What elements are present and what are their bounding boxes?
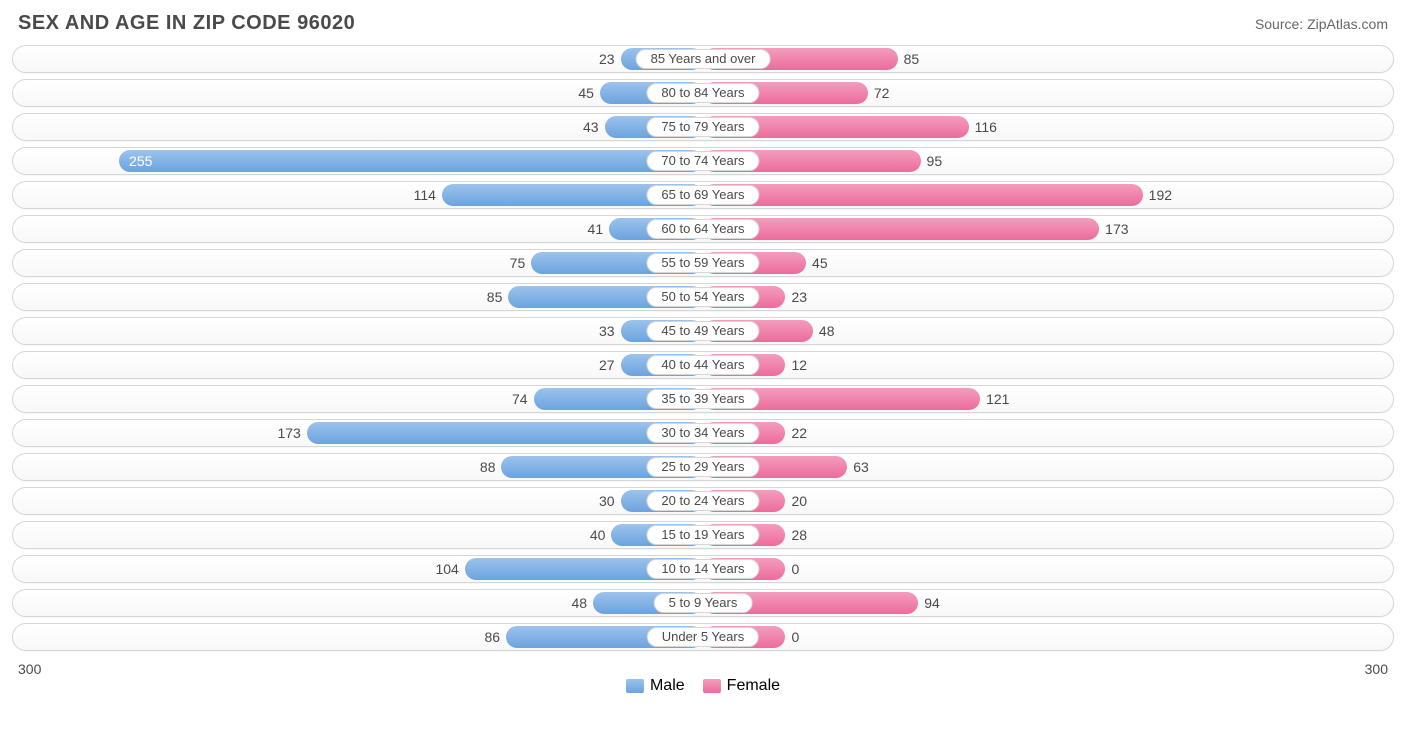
value-female: 85	[898, 48, 920, 70]
category-label: 10 to 14 Years	[646, 559, 759, 579]
category-label: 35 to 39 Years	[646, 389, 759, 409]
value-female: 95	[921, 150, 943, 172]
category-label: 20 to 24 Years	[646, 491, 759, 511]
chart-row: 86 0 Under 5 Years	[12, 623, 1394, 651]
chart-row: 74 121 35 to 39 Years	[12, 385, 1394, 413]
value-male: 75	[510, 252, 532, 274]
legend-male: Male	[626, 677, 685, 695]
value-female: 20	[785, 490, 807, 512]
value-female: 173	[1099, 218, 1128, 240]
chart-row: 173 22 30 to 34 Years	[12, 419, 1394, 447]
value-male: 85	[487, 286, 509, 308]
chart-row: 40 28 15 to 19 Years	[12, 521, 1394, 549]
bar-female	[703, 184, 1143, 206]
chart-row: 88 63 25 to 29 Years	[12, 453, 1394, 481]
chart-footer: 300 300 Male Female	[12, 657, 1394, 679]
legend-swatch-female	[703, 679, 721, 693]
chart-row: 104 0 10 to 14 Years	[12, 555, 1394, 583]
category-label: 65 to 69 Years	[646, 185, 759, 205]
value-male: 104	[435, 558, 464, 580]
population-pyramid-chart: 238585 Years and over457280 to 84 Years4…	[12, 45, 1394, 651]
chart-row: 45 72 80 to 84 Years	[12, 79, 1394, 107]
category-label: 60 to 64 Years	[646, 219, 759, 239]
category-label: Under 5 Years	[647, 627, 759, 647]
value-female: 28	[785, 524, 807, 546]
bar-female	[703, 218, 1099, 240]
value-male: 41	[588, 218, 610, 240]
value-female: 0	[785, 626, 799, 648]
value-male: 173	[277, 422, 306, 444]
value-male: 40	[590, 524, 612, 546]
category-label: 55 to 59 Years	[646, 253, 759, 273]
chart-row: 41 173 60 to 64 Years	[12, 215, 1394, 243]
category-label: 15 to 19 Years	[646, 525, 759, 545]
chart-row: 255 95 70 to 74 Years	[12, 147, 1394, 175]
category-label: 30 to 34 Years	[646, 423, 759, 443]
value-male: 43	[583, 116, 605, 138]
value-male: 88	[480, 456, 502, 478]
axis-max-right: 300	[1365, 661, 1388, 677]
category-label: 85 Years and over	[636, 49, 771, 69]
value-male: 23	[599, 48, 621, 70]
legend-swatch-male	[626, 679, 644, 693]
chart-header: SEX AND AGE IN ZIP CODE 96020 Source: Zi…	[12, 8, 1394, 45]
value-female: 121	[980, 388, 1009, 410]
value-male: 27	[599, 354, 621, 376]
bar-male	[119, 150, 703, 172]
value-female: 0	[785, 558, 799, 580]
value-female: 48	[813, 320, 835, 342]
value-male: 255	[119, 150, 162, 172]
legend-female: Female	[703, 677, 780, 695]
legend-label-male: Male	[650, 677, 685, 695]
category-label: 5 to 9 Years	[654, 593, 753, 613]
value-male: 30	[599, 490, 621, 512]
axis-max-left: 300	[18, 661, 41, 677]
value-female: 45	[806, 252, 828, 274]
value-male: 48	[572, 592, 594, 614]
legend-label-female: Female	[727, 677, 780, 695]
value-female: 12	[785, 354, 807, 376]
chart-row: 48 94 5 to 9 Years	[12, 589, 1394, 617]
value-male: 33	[599, 320, 621, 342]
chart-row: 85 23 50 to 54 Years	[12, 283, 1394, 311]
value-male: 74	[512, 388, 534, 410]
chart-row: 75 45 55 to 59 Years	[12, 249, 1394, 277]
chart-legend: Male Female	[626, 677, 780, 695]
value-female: 116	[969, 116, 997, 138]
category-label: 70 to 74 Years	[646, 151, 759, 171]
value-female: 72	[868, 82, 890, 104]
value-male: 86	[484, 626, 506, 648]
value-male: 114	[414, 184, 442, 206]
chart-row: 33 48 45 to 49 Years	[12, 317, 1394, 345]
chart-row: 43 116 75 to 79 Years	[12, 113, 1394, 141]
chart-source: Source: ZipAtlas.com	[1255, 16, 1388, 32]
value-female: 63	[847, 456, 869, 478]
chart-row: 23 85 85 Years and over	[12, 45, 1394, 73]
chart-title: SEX AND AGE IN ZIP CODE 96020	[18, 12, 355, 35]
bar-male	[307, 422, 703, 444]
category-label: 80 to 84 Years	[646, 83, 759, 103]
value-female: 22	[785, 422, 807, 444]
category-label: 75 to 79 Years	[646, 117, 759, 137]
chart-row: 30 20 20 to 24 Years	[12, 487, 1394, 515]
value-male: 45	[578, 82, 600, 104]
value-female: 23	[785, 286, 807, 308]
chart-row: 27 12 40 to 44 Years	[12, 351, 1394, 379]
value-female: 94	[918, 592, 940, 614]
category-label: 25 to 29 Years	[646, 457, 759, 477]
value-female: 192	[1143, 184, 1172, 206]
category-label: 40 to 44 Years	[646, 355, 759, 375]
category-label: 50 to 54 Years	[646, 287, 759, 307]
chart-row: 114 192 65 to 69 Years	[12, 181, 1394, 209]
category-label: 45 to 49 Years	[646, 321, 759, 341]
